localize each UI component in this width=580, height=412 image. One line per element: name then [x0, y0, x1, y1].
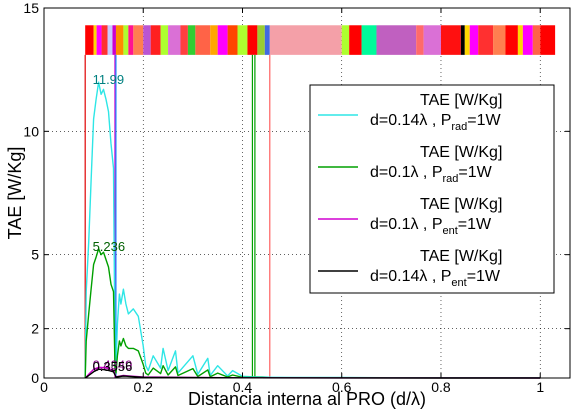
color-band	[85, 25, 556, 55]
color-band-segment	[361, 25, 377, 55]
legend-label-line1: TAE [W/Kg]	[420, 196, 502, 213]
color-band-segment	[93, 25, 97, 55]
peak-value-label: 0.3556	[93, 359, 133, 374]
legend-label-line1: TAE [W/Kg]	[420, 92, 502, 109]
color-band-segment	[269, 25, 342, 55]
color-band-segment	[416, 25, 424, 55]
peak-value-label: 0.4349	[93, 357, 133, 372]
color-band-segment	[217, 25, 228, 55]
color-band-segment	[112, 25, 116, 55]
color-band-segment	[349, 25, 362, 55]
color-band-segment	[180, 25, 188, 55]
color-band-segment	[128, 25, 134, 55]
x-tick-label: 0.6	[332, 379, 352, 395]
legend-label-line2: d=0.1λ , Prad=1W	[370, 164, 493, 185]
color-band-segment	[493, 25, 506, 55]
x-tick-label: 0	[40, 379, 48, 395]
legend-label-line2: d=0.1λ , Pent=1W	[370, 216, 492, 237]
color-band-segment	[210, 25, 218, 55]
y-tick-label: 5	[31, 247, 39, 263]
color-band-segment	[133, 25, 144, 55]
color-band-segment	[227, 25, 238, 55]
x-tick-label: 0.2	[134, 379, 154, 395]
color-band-segment	[107, 25, 113, 55]
color-band-segment	[376, 25, 417, 55]
x-tick-label: 0.8	[431, 379, 451, 395]
y-tick-label: 2	[31, 321, 39, 337]
y-tick-label: 10	[23, 123, 39, 139]
color-band-segment	[478, 25, 494, 55]
color-band-segment	[115, 25, 124, 55]
plot-area-frame	[43, 7, 571, 379]
legend-box	[309, 84, 555, 294]
color-band-segment	[187, 25, 196, 55]
color-band-segment	[440, 25, 461, 55]
color-band-segment	[469, 25, 479, 55]
legend-label-line1: TAE [W/Kg]	[420, 248, 502, 265]
color-band-segment	[85, 25, 94, 55]
color-band-segment	[522, 25, 533, 55]
color-band-segment	[150, 25, 161, 55]
color-band-segment	[247, 25, 258, 55]
peak-value-label: 5.236	[93, 239, 126, 254]
x-axis-label: Distancia interna al PRO (d/λ)	[188, 389, 426, 409]
legend-label-line2: d=0.14λ , Prad=1W	[370, 112, 502, 133]
color-band-segment	[123, 25, 129, 55]
vertical-markers	[84, 54, 271, 378]
legend: TAE [W/Kg] d=0.14λ , Prad=1W TAE [W/Kg] d=0…	[309, 84, 555, 294]
legend-label-line1: TAE [W/Kg]	[420, 144, 502, 161]
color-band-segment	[341, 25, 350, 55]
color-band-segment	[101, 25, 108, 55]
color-band-segment	[257, 25, 265, 55]
color-band-segment	[195, 25, 211, 55]
color-band-segment	[168, 25, 181, 55]
color-band-segment	[540, 25, 556, 55]
color-band-segment	[237, 25, 248, 55]
y-tick-label: 0	[31, 370, 39, 386]
color-band-segment	[143, 25, 151, 55]
color-band-segment	[423, 25, 441, 55]
color-band-segment	[460, 25, 465, 55]
color-band-segment	[264, 25, 270, 55]
peak-value-label: 11.99	[93, 72, 125, 87]
color-band-segment	[505, 25, 518, 55]
color-band-segment	[96, 25, 102, 55]
legend-label-line2: d=0.14λ , Pent=1W	[370, 268, 501, 289]
y-tick-label: 15	[23, 0, 39, 16]
color-band-segment	[517, 25, 523, 55]
color-band-segment	[160, 25, 169, 55]
x-tick-label: 1	[536, 379, 544, 395]
x-tick-label: 0.4	[233, 379, 253, 395]
color-band-segment	[464, 25, 470, 55]
color-band-segment	[532, 25, 541, 55]
y-axis-label: TAE [W/Kg]	[5, 147, 25, 240]
